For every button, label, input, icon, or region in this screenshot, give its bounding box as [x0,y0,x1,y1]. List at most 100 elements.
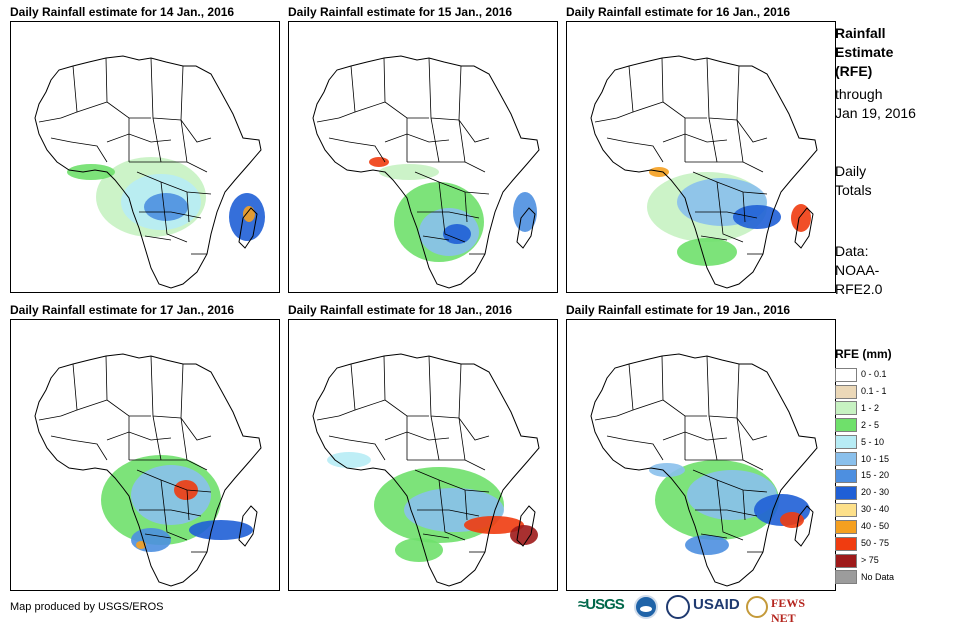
rainfall-area [677,238,737,266]
rainfall-area [649,167,669,177]
legend-class-label: > 75 [861,554,879,565]
country-border [139,509,202,517]
legend-title-block: Rainfall Estimate (RFE) [835,24,893,81]
data-source-line: Data: [835,243,869,259]
africa-outline [34,55,262,289]
country-border [626,439,664,461]
country-border [736,65,768,143]
country-border [716,479,744,541]
africa-rainfall-map [312,55,540,289]
country-border [428,57,460,121]
legend-title-line: (RFE) [835,63,873,79]
legend-color-swatch [835,570,857,585]
country-border [422,533,450,539]
country-border [708,117,718,163]
africa-outline [590,353,818,587]
map-panel-title: Daily Rainfall estimate for 16 Jan., 201… [566,5,791,19]
legend-class-label: 20 - 30 [861,487,890,498]
rainfall-area [327,452,371,468]
africa-rainfall-map [590,55,818,289]
usgs-logo: ≈USGS [578,596,625,613]
country-border [354,399,386,411]
country-border [414,171,490,195]
country-border [736,417,764,471]
rainfall-area [443,224,471,244]
legend-class-label: 5 - 10 [861,436,885,447]
legend-color-swatch [835,485,857,500]
country-border [692,171,768,195]
legend-class-label: 30 - 40 [861,504,890,515]
legend-color-swatch [835,384,857,399]
legend-color-swatch [835,401,857,416]
legend-class-label: 50 - 75 [861,538,890,548]
rainfall-area [513,192,537,232]
legend-color-swatch [835,553,857,568]
legend-class-row: 10 - 15 [835,451,889,467]
country-border [695,509,758,517]
country-border [632,399,664,411]
legend-class-label: No Data [861,571,895,582]
country-border [458,65,490,143]
country-border [438,181,466,243]
africa-outline [34,353,262,587]
madagascar-outline [238,505,258,547]
country-border [60,363,78,417]
rainfall-area [136,541,146,549]
country-border [422,235,450,241]
country-border [417,509,480,517]
madagascar-outline [516,207,536,249]
country-border [606,137,628,143]
legend-class-label: 0 - 0.1 [861,369,887,379]
country-border [150,355,182,419]
africa-rainfall-map [34,55,265,289]
africa-rainfall-map [312,353,540,587]
legend-class-label: 2 - 5 [861,419,880,430]
legend-color-swatch [835,519,857,534]
rainfall-area [379,164,439,180]
rainfall-area [510,525,538,545]
country-border [354,101,386,113]
country-border [70,141,108,163]
country-border [152,117,162,163]
legend-class-row: 40 - 50 [835,518,889,534]
country-border [742,489,746,521]
country-border [661,355,707,417]
legend-class-label: 1 - 2 [861,402,880,413]
africa-rainfall-map [34,353,262,587]
rainfall-area [243,206,255,222]
legend-class-label: 0.1 - 1 [861,385,887,396]
through-date-block: through Jan 19, 2016 [835,85,916,123]
rainfall-area [67,164,115,180]
country-border [316,415,340,421]
usaid-seal-icon [666,595,690,619]
country-border [706,57,738,121]
madagascar-outline [794,505,814,547]
country-border [736,119,764,173]
country-border [186,489,190,521]
madagascar-outline [516,505,536,547]
country-border [606,435,628,441]
country-border [430,117,440,163]
legend-title-line: Rainfall [835,25,886,41]
country-border [616,65,634,119]
map-panel-14-jan: Daily Rainfall estimate for 14 Jan., 201… [10,3,280,293]
country-border [70,439,108,461]
country-border [716,181,744,243]
country-border [338,363,356,417]
legend-class-row: 20 - 30 [835,484,889,500]
country-border [76,101,108,113]
legend-class-label: 15 - 20 [861,470,890,481]
africa-outline [312,353,540,587]
rainfall-area [649,463,685,477]
country-border [76,399,108,411]
country-border [458,417,486,471]
country-border [144,533,172,539]
country-border [180,119,208,173]
rainfall-map-17-jan [10,319,280,591]
africa-outline [590,55,818,289]
legend-class-row: 0.1 - 1 [835,383,887,399]
country-border [38,117,62,123]
legend-class-row: 50 - 75 [835,535,889,551]
noaa-logo [634,595,658,619]
country-border [742,191,746,223]
